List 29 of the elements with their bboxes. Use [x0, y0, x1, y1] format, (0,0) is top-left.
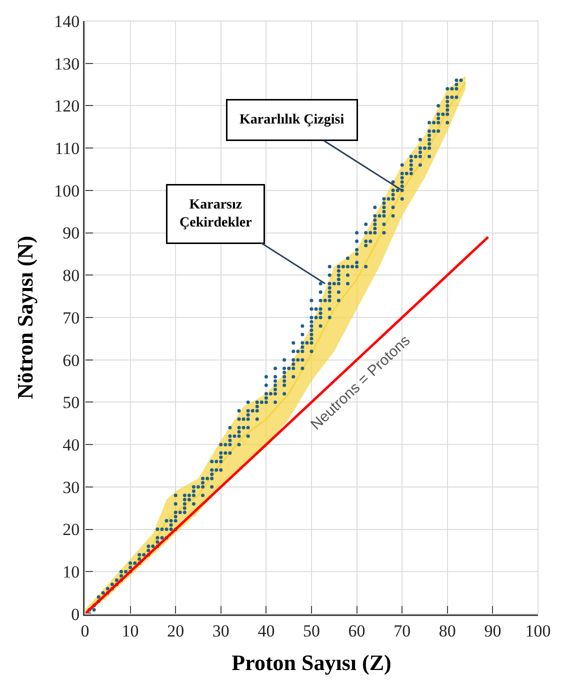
x-tick-label: 50: [303, 621, 320, 640]
x-tick-label: 70: [394, 621, 411, 640]
annotation: Kararsız Çekirdekler: [180, 198, 252, 231]
y-tick-label: 140: [54, 12, 80, 31]
y-tick-label: 50: [62, 393, 80, 412]
annotation: Kararlılık Çizgisi: [240, 112, 344, 128]
y-tick-label: 110: [54, 139, 80, 158]
y-tick-label: 60: [62, 350, 80, 370]
y-tick-label: 80: [62, 266, 80, 286]
x-tick-label: 80: [438, 621, 456, 640]
y-tick-label: 130: [54, 54, 80, 74]
x-axis-title: Proton Sayısı (Z): [232, 650, 392, 675]
x-tick-label: 60: [348, 621, 366, 640]
y-tick-label: 20: [62, 520, 80, 540]
y-tick-label: 30: [62, 478, 80, 497]
y-tick-label: 0: [71, 604, 80, 624]
y-tick-label: 40: [62, 436, 80, 455]
x-tick-label: 100: [525, 621, 551, 640]
y-tick-label: 70: [62, 308, 80, 328]
x-tick-label: 20: [167, 621, 184, 640]
y-tick-label: 90: [62, 224, 80, 243]
x-tick-label: 30: [212, 621, 230, 640]
x-tick-label: 10: [122, 621, 139, 640]
y-axis-title: Nötron Sayısı (N): [12, 236, 38, 400]
y-tick-label: 100: [54, 181, 80, 200]
x-tick-label: 40: [258, 621, 275, 640]
x-tick-label: 90: [484, 621, 502, 640]
y-tick-label: 10: [62, 562, 80, 582]
y-tick-label: 120: [54, 96, 80, 116]
